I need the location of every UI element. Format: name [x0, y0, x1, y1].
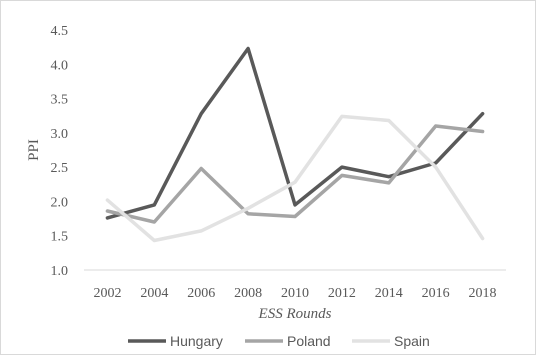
y-tick-label: 3.0	[51, 127, 69, 142]
series-line-poland	[105, 124, 485, 224]
x-tick-label: 2018	[469, 286, 497, 301]
x-axis-title: ESS Rounds	[258, 306, 332, 322]
y-axis-title: PPI	[26, 139, 42, 161]
legend-item-spain: Spain	[352, 333, 430, 349]
y-tick-label: 1.5	[51, 230, 69, 245]
series-lines	[105, 46, 485, 243]
x-tick-label: 2006	[187, 286, 215, 301]
x-tick-label: 2012	[328, 286, 356, 301]
x-tick-label: 2002	[93, 286, 121, 301]
y-tick-label: 3.5	[51, 93, 69, 108]
series-line-hungary	[105, 46, 485, 220]
legend-label: Hungary	[170, 333, 223, 349]
legend: Hungary Poland Spain	[128, 333, 430, 349]
x-tick-label: 2004	[140, 286, 168, 301]
y-tick-label: 4.0	[51, 58, 69, 73]
y-tick-label: 4.5	[51, 24, 69, 39]
legend-label: Poland	[287, 333, 331, 349]
y-tick-label: 2.5	[51, 161, 69, 176]
x-tick-label: 2010	[281, 286, 309, 301]
x-tick-label: 2014	[375, 286, 403, 301]
y-tick-label: 2.0	[51, 195, 69, 210]
x-tick-label: 2016	[422, 286, 450, 301]
y-axis-ticks: 1.0 1.5 2.0 2.5 3.0 3.5 4.0 4.5	[51, 24, 69, 279]
x-axis-ticks: 2002 2004 2006 2008 2010 2012 2014 2016 2018	[93, 286, 496, 301]
y-tick-label: 1.0	[51, 264, 69, 279]
legend-item-poland: Poland	[245, 333, 331, 349]
x-tick-label: 2008	[234, 286, 262, 301]
legend-item-hungary: Hungary	[128, 333, 223, 349]
series-line-spain	[105, 114, 485, 243]
legend-label: Spain	[394, 333, 430, 349]
